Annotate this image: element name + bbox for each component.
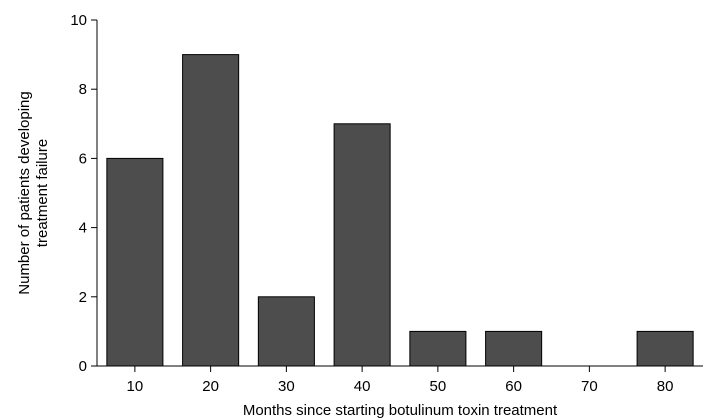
x-tick-label: 60 <box>505 378 522 395</box>
y-axis-title-line1: Number of patients developing <box>16 91 33 294</box>
x-tick-label: 40 <box>354 378 371 395</box>
y-tick-label: 0 <box>79 358 87 375</box>
y-ticks-group: 0 2 4 6 8 10 <box>70 12 97 375</box>
x-tick-label: 10 <box>127 378 144 395</box>
x-ticks-group: 10 20 30 40 50 60 70 80 <box>127 366 674 395</box>
y-tick-label: 2 <box>79 289 87 306</box>
x-axis-title: Months since starting botulinum toxin tr… <box>243 402 558 419</box>
bar-30 <box>257 296 315 367</box>
bar-10 <box>106 157 164 367</box>
y-tick-label: 8 <box>79 81 87 98</box>
bar-20 <box>182 54 240 367</box>
x-tick-label: 70 <box>581 378 598 395</box>
x-tick-label: 20 <box>202 378 219 395</box>
bar-80 <box>636 330 694 367</box>
bar-60 <box>485 330 543 367</box>
y-axis-title-line2: treatment failure <box>34 139 51 247</box>
bars-group <box>106 54 694 367</box>
y-tick-label: 6 <box>79 150 87 167</box>
y-tick-label: 4 <box>79 220 87 237</box>
bar-50 <box>409 330 467 367</box>
x-tick-label: 80 <box>657 378 674 395</box>
y-tick-label: 10 <box>70 12 87 29</box>
x-tick-label: 50 <box>430 378 447 395</box>
x-tick-label: 30 <box>278 378 295 395</box>
bar-40 <box>333 123 391 367</box>
